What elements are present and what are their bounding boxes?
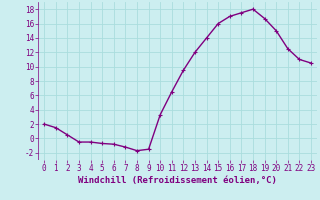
X-axis label: Windchill (Refroidissement éolien,°C): Windchill (Refroidissement éolien,°C) (78, 176, 277, 185)
